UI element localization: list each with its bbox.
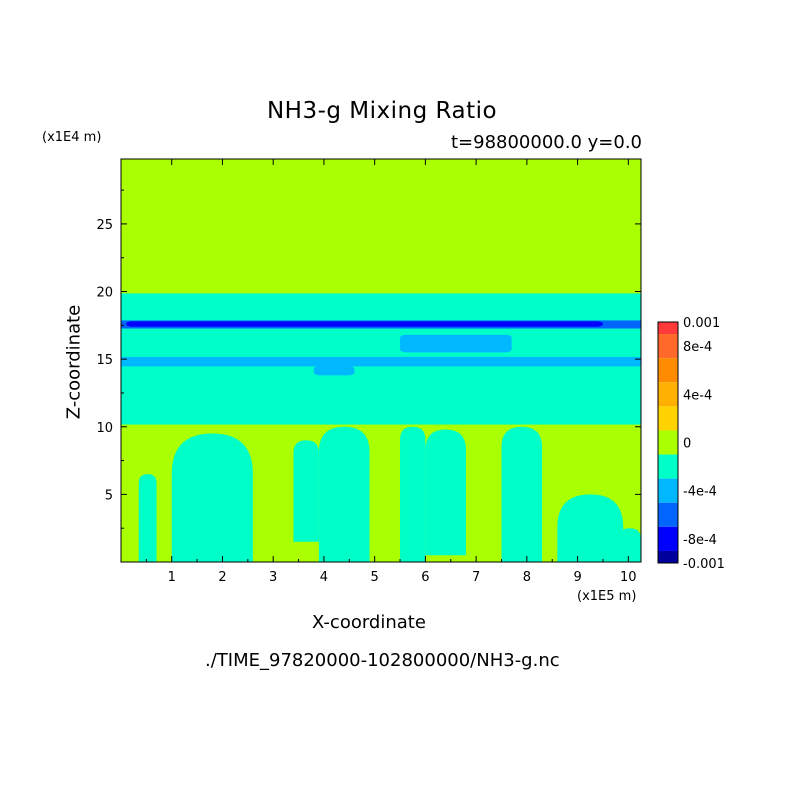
y-tick-label-2: 15 <box>96 353 113 368</box>
colorbar-level-0 <box>658 322 678 335</box>
colorbar-label-2: 4e-4 <box>683 388 712 403</box>
colorbar-level-2 <box>658 358 678 383</box>
layer-2 <box>121 356 641 367</box>
colorbar-level-9 <box>658 526 678 551</box>
plume-2 <box>293 440 319 542</box>
y-tick-label-1: 10 <box>96 421 113 436</box>
colorbar-level-10 <box>658 550 678 563</box>
layer-3 <box>121 328 641 357</box>
colorbar-labels: 0.001 8e-4 4e-4 0 -4e-4 -8e-4 -0.001 <box>683 316 725 572</box>
x-tick-label-6: 7 <box>472 570 480 585</box>
plume-1 <box>171 433 253 562</box>
plume-7 <box>557 494 624 562</box>
x-axis-units: (x1E5 m) <box>577 589 637 604</box>
x-tick-label-4: 5 <box>371 570 379 585</box>
plume-5 <box>425 429 466 556</box>
heatmap-field <box>121 159 641 562</box>
x-tick-label-0: 1 <box>168 570 176 585</box>
chart-title: NH3-g Mixing Ratio <box>266 98 498 124</box>
colorbar-label-5: -8e-4 <box>683 533 717 548</box>
colorbar-label-6: -0.001 <box>683 557 725 572</box>
x-tick-label-7: 8 <box>523 570 531 585</box>
colorbar-frame <box>657 321 679 564</box>
x-tick-label-1: 2 <box>218 570 226 585</box>
colorbar <box>657 321 679 564</box>
plume-4 <box>400 426 426 562</box>
x-tick-label-3: 4 <box>320 570 328 585</box>
plume-0 <box>138 474 157 562</box>
z-axis-units: (x1E4 m) <box>42 130 102 145</box>
layer-5 <box>121 292 641 321</box>
colorbar-level-1 <box>658 334 678 359</box>
x-tick-label-5: 6 <box>421 570 429 585</box>
y-tick-label-4: 25 <box>96 218 113 233</box>
plume-6 <box>501 426 543 562</box>
colorbar-level-6 <box>658 454 678 479</box>
y-tick-label-3: 20 <box>96 286 113 301</box>
colorbar-label-4: -4e-4 <box>683 485 717 500</box>
layer-6 <box>121 159 641 294</box>
colorbar-level-7 <box>658 478 678 503</box>
colorbar-level-5 <box>658 430 678 455</box>
x-axis-label: X-coordinate <box>312 612 426 633</box>
colorbar-label-1: 8e-4 <box>683 340 712 355</box>
x-tick-label-8: 9 <box>573 570 581 585</box>
x-tick-label-9: 10 <box>620 570 637 585</box>
plume-3 <box>318 426 370 562</box>
plume-8 <box>618 528 641 562</box>
layer-1 <box>121 365 641 425</box>
patch-2 <box>313 365 355 376</box>
colorbar-level-3 <box>658 382 678 407</box>
colorbar-level-4 <box>658 406 678 431</box>
source-file-label: ./TIME_97820000-102800000/NH3-g.nc <box>205 650 560 671</box>
x-axis: 1 2 3 4 5 6 7 8 9 10 <box>145 159 637 585</box>
colorbar-label-3: 0 <box>683 437 691 452</box>
y-axis: 5 10 15 20 25 <box>96 189 641 529</box>
plot-frame <box>120 158 642 563</box>
patch-0 <box>400 334 512 353</box>
y-tick-label-0: 5 <box>105 488 113 503</box>
chart-subtitle: t=98800000.0 y=0.0 <box>450 132 642 153</box>
colorbar-level-8 <box>658 502 678 527</box>
x-tick-label-2: 3 <box>269 570 277 585</box>
patch-1 <box>126 321 603 327</box>
colorbar-label-0: 0.001 <box>683 316 720 331</box>
